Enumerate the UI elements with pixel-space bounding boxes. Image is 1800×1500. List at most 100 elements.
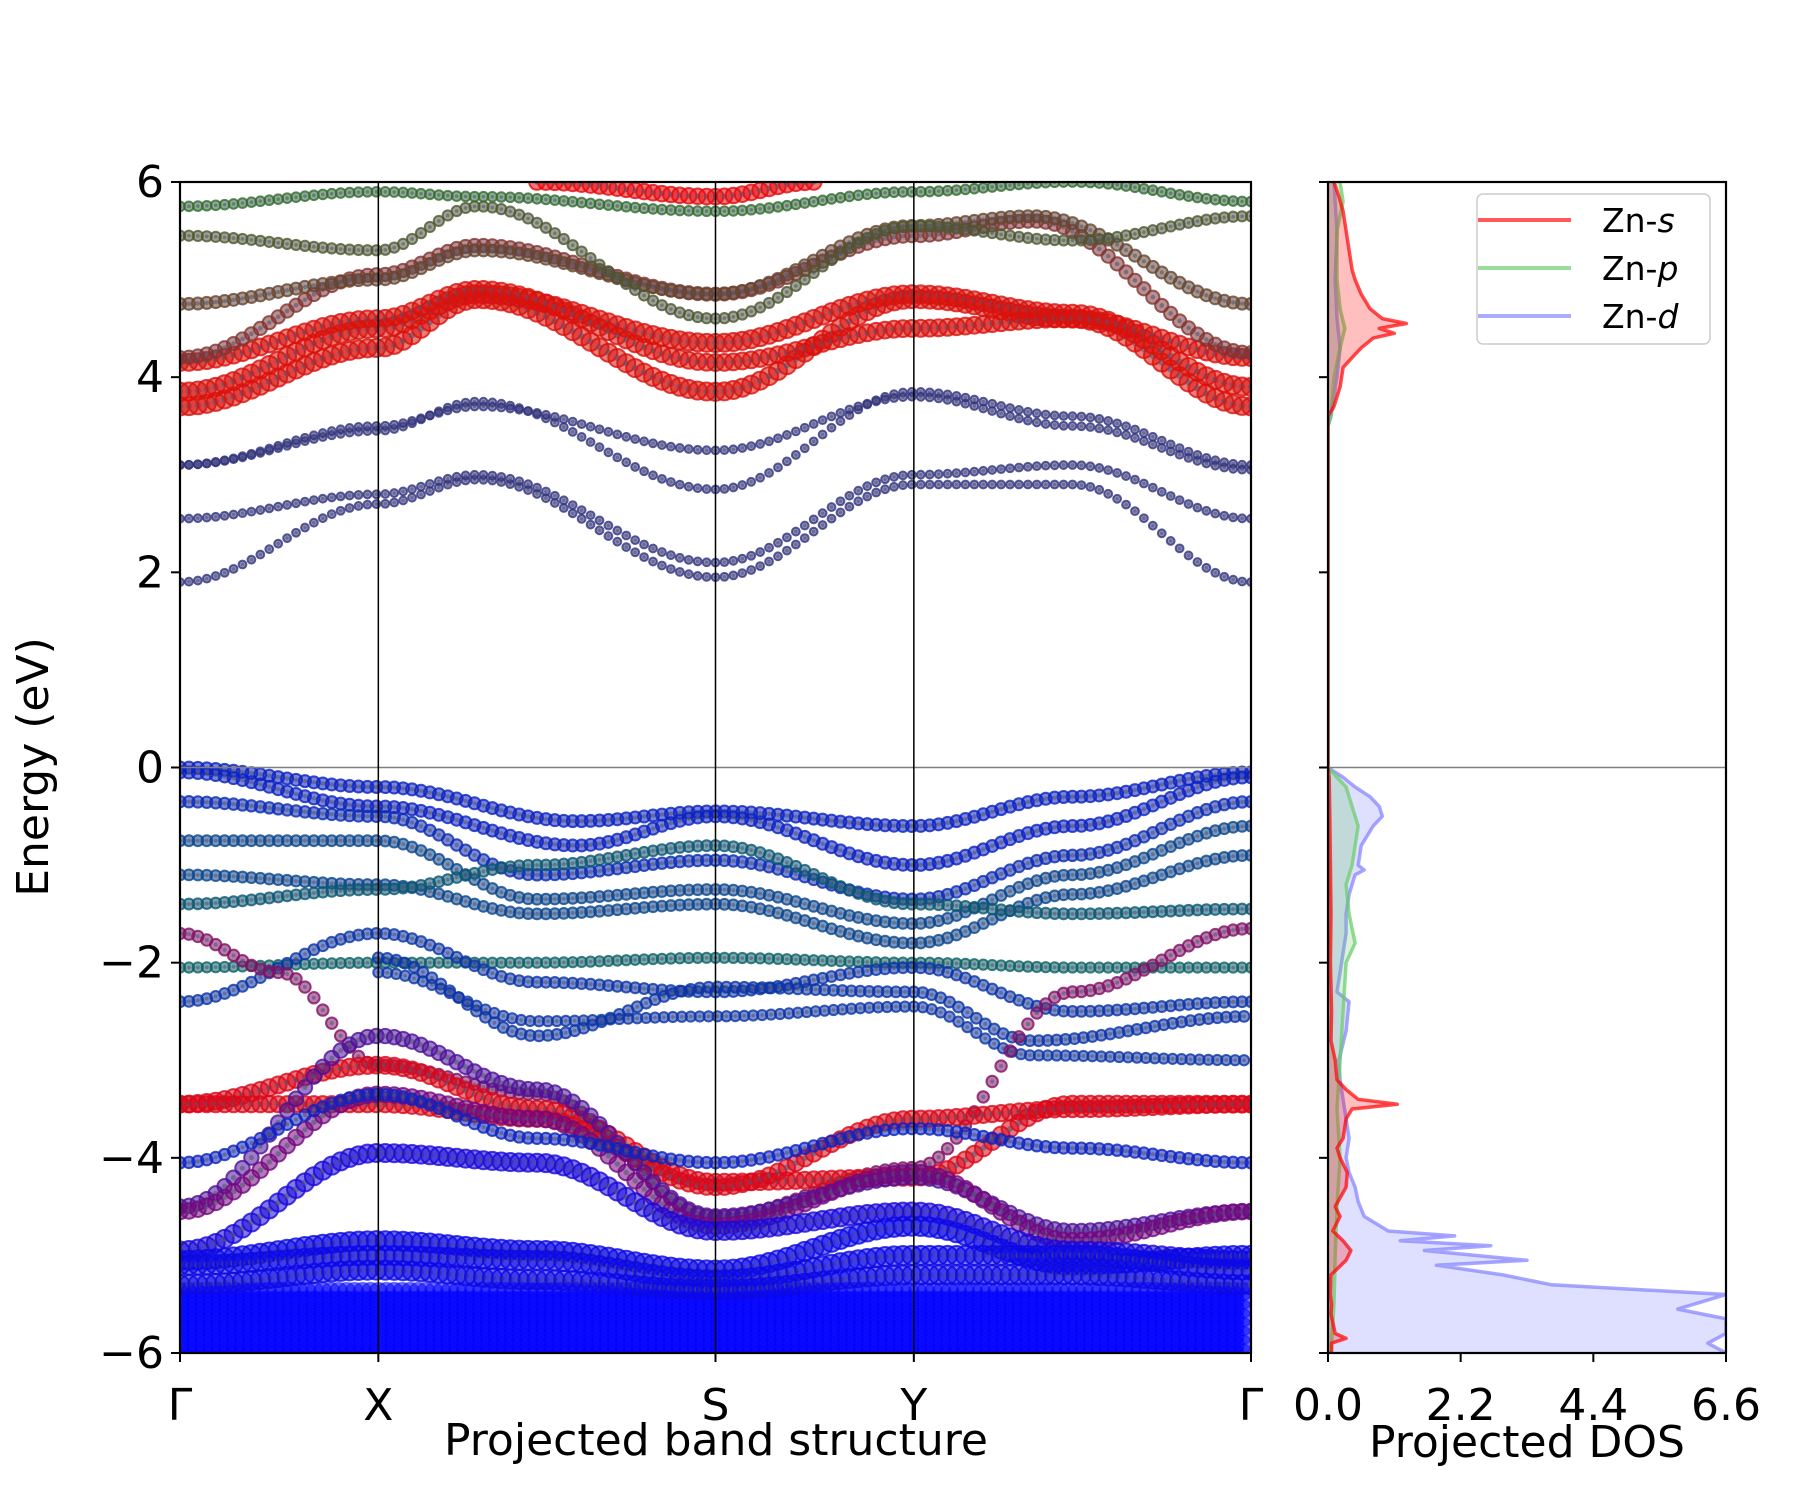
band-marker-core xyxy=(1177,778,1182,783)
band-marker-core xyxy=(1177,546,1182,551)
band-marker-core xyxy=(927,862,932,867)
band-marker-core xyxy=(1034,858,1039,863)
band-marker-core xyxy=(758,891,763,896)
band-marker-core xyxy=(472,204,477,209)
band-marker-core xyxy=(419,484,423,489)
band-marker-core xyxy=(276,806,281,811)
band-marker-core xyxy=(650,813,656,818)
band-marker-core xyxy=(338,783,343,788)
band-marker-core xyxy=(793,831,798,836)
band-marker-core xyxy=(695,887,700,892)
band-marker-core xyxy=(561,199,566,203)
band-marker-core xyxy=(963,401,968,406)
band-marker-core xyxy=(1159,438,1164,443)
band-marker-core xyxy=(1142,439,1146,443)
band-marker-core xyxy=(570,843,575,848)
band-marker-core xyxy=(347,802,352,807)
band-marker-core xyxy=(1008,482,1012,487)
band-marker-core xyxy=(624,204,629,209)
band-marker-core xyxy=(1186,221,1191,225)
band-marker-core xyxy=(901,395,905,399)
band-marker-core xyxy=(918,395,923,399)
band-marker-core xyxy=(1141,286,1147,292)
band-marker-core xyxy=(419,416,423,421)
band-marker-core xyxy=(490,886,495,891)
band-marker-core xyxy=(525,814,531,819)
band-marker-core xyxy=(1177,841,1182,845)
band-marker-core xyxy=(1043,214,1048,220)
band-marker-core xyxy=(660,550,664,554)
band-marker-core xyxy=(624,835,629,840)
band-marker-core xyxy=(534,815,540,821)
band-marker-core xyxy=(927,482,932,487)
band-marker-core xyxy=(856,934,861,938)
band-marker-core xyxy=(945,820,950,826)
band-marker-core xyxy=(401,842,406,847)
band-marker-core xyxy=(758,564,762,568)
band-marker-core xyxy=(472,801,477,806)
band-marker-core xyxy=(686,313,691,317)
band-marker-core xyxy=(552,258,557,263)
band-marker-core xyxy=(981,879,986,884)
band-marker-core xyxy=(285,807,290,812)
band-marker-core xyxy=(882,860,888,865)
band-marker-core xyxy=(856,404,861,409)
band-marker-core xyxy=(258,508,263,512)
band-marker-core xyxy=(686,816,691,821)
band-marker-core xyxy=(1159,270,1164,275)
band-marker-core xyxy=(990,875,995,880)
band-marker-core xyxy=(1070,482,1075,487)
band-marker-core xyxy=(606,534,611,538)
band-marker-core xyxy=(1088,228,1093,233)
band-marker-core xyxy=(936,822,941,827)
band-marker-core xyxy=(231,776,236,781)
band-marker-core xyxy=(847,407,852,412)
band-marker-core xyxy=(633,538,637,542)
band-marker-core xyxy=(303,499,307,504)
band-marker-core xyxy=(1088,871,1093,876)
band-marker-core xyxy=(437,411,441,415)
band-marker-core xyxy=(1231,466,1235,471)
band-marker-core xyxy=(945,398,950,402)
band-marker-core xyxy=(1008,406,1012,410)
band-marker-core xyxy=(320,880,325,885)
band-marker-core xyxy=(213,514,218,519)
band-marker-core xyxy=(1159,848,1164,853)
band-marker-core xyxy=(1132,838,1137,843)
band-marker-core xyxy=(731,573,736,578)
band-marker-core xyxy=(972,814,977,819)
band-marker-core xyxy=(597,262,602,267)
band-marker-core xyxy=(258,326,263,331)
band-marker-core xyxy=(766,822,772,827)
band-marker-core xyxy=(900,823,906,829)
band-marker-core xyxy=(561,417,566,422)
band-marker-core xyxy=(1240,214,1244,219)
band-marker-core xyxy=(302,779,308,784)
band-marker-core xyxy=(874,822,879,827)
band-marker-core xyxy=(1008,466,1012,471)
band-marker-core xyxy=(749,207,753,212)
band-marker-core xyxy=(1035,411,1039,416)
band-marker-core xyxy=(561,260,566,266)
band-marker-core xyxy=(463,194,468,199)
band-marker-core xyxy=(901,921,905,926)
band-marker-core xyxy=(588,895,593,900)
band-marker-core xyxy=(409,269,415,275)
band-marker-core xyxy=(1231,515,1235,520)
band-marker-core xyxy=(401,421,405,425)
band-marker-core xyxy=(776,540,780,545)
band-marker-core xyxy=(901,483,905,487)
band-marker-core xyxy=(1079,483,1084,487)
band-marker-core xyxy=(1204,509,1209,513)
band-marker-core xyxy=(945,858,950,863)
band-marker-core xyxy=(1168,442,1173,447)
band-marker-core xyxy=(1204,217,1209,222)
band-marker-core xyxy=(767,545,771,550)
band-marker-core xyxy=(490,248,495,253)
band-marker-core xyxy=(535,911,539,916)
band-marker-core xyxy=(311,283,316,288)
band-marker-core xyxy=(1115,496,1119,501)
band-marker-core xyxy=(490,805,495,811)
band-marker-core xyxy=(758,442,762,446)
band-marker-core xyxy=(445,815,450,820)
